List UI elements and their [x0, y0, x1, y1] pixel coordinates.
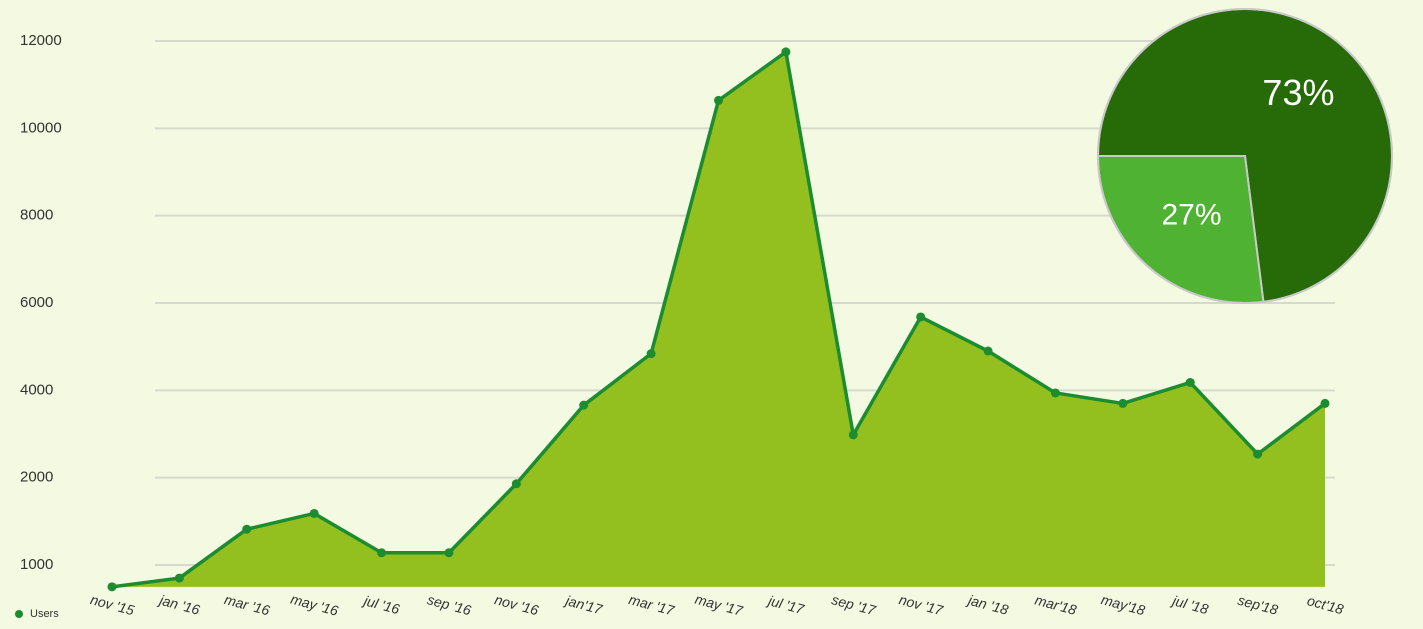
point	[579, 400, 589, 410]
point	[916, 312, 926, 322]
point	[107, 582, 117, 592]
area	[112, 51, 1325, 587]
point	[309, 508, 319, 518]
point	[781, 47, 791, 57]
legend-label: Users	[30, 608, 59, 620]
point	[1118, 398, 1128, 408]
point	[377, 548, 387, 558]
y-tick-label: 4000	[20, 381, 53, 398]
y-tick-label: 2000	[20, 469, 53, 486]
point	[242, 524, 252, 534]
point	[1253, 449, 1263, 459]
y-tick-label: 1000	[20, 556, 53, 573]
point	[646, 349, 656, 359]
point	[1320, 398, 1330, 408]
y-tick-label: 10000	[20, 119, 62, 136]
point	[714, 95, 723, 105]
point	[174, 573, 184, 583]
y-tick-label: 6000	[20, 294, 53, 311]
point	[511, 479, 521, 489]
point	[444, 548, 454, 558]
pie-label: 27%	[1162, 199, 1222, 232]
pie-outline	[1097, 8, 1393, 304]
y-tick-label: 12000	[20, 32, 62, 49]
pie-label: 73%	[1262, 72, 1334, 113]
point	[1050, 388, 1060, 398]
point	[848, 430, 858, 440]
point	[1185, 377, 1195, 387]
point	[983, 346, 993, 356]
legend-marker	[15, 610, 23, 618]
y-tick-label: 8000	[20, 207, 53, 224]
